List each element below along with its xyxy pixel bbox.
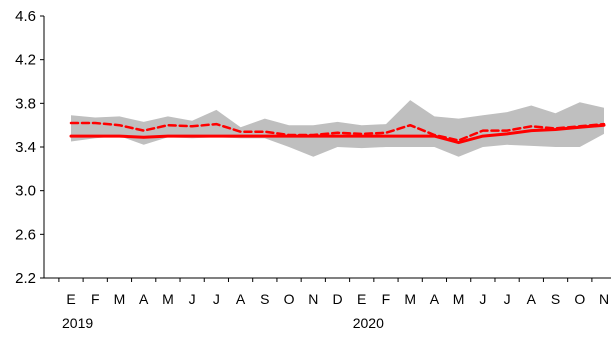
x-tick-label: J: [213, 291, 220, 307]
y-tick-label: 4.6: [15, 8, 36, 25]
x-tick-label: F: [91, 291, 100, 307]
range-band: [71, 100, 604, 157]
x-tick-label: J: [479, 291, 486, 307]
x-tick-label: M: [114, 291, 126, 307]
x-tick-label: M: [453, 291, 465, 307]
x-tick-label: N: [599, 291, 609, 307]
x-tick-label: E: [357, 291, 366, 307]
y-tick-label: 3.8: [15, 95, 36, 112]
x-tick-label: D: [332, 291, 342, 307]
x-tick-label: J: [189, 291, 196, 307]
x-tick-label: S: [260, 291, 269, 307]
x-tick-label: M: [404, 291, 416, 307]
x-tick-label: F: [382, 291, 391, 307]
range-band-layer: [71, 100, 604, 157]
y-tick-label: 2.6: [15, 226, 36, 243]
x-tick-label: A: [527, 291, 537, 307]
x-tick-label: O: [574, 291, 585, 307]
x-tick-label: N: [308, 291, 318, 307]
y-tick-label: 3.0: [15, 183, 36, 200]
x-tick-label: E: [66, 291, 75, 307]
x-tick-label: A: [430, 291, 440, 307]
x-tick-label: A: [236, 291, 246, 307]
x-tick-label: O: [284, 291, 295, 307]
series-layer: [69, 121, 606, 145]
solid-series-line: [69, 123, 606, 145]
x-tick-label: J: [504, 291, 511, 307]
x-tick-label: A: [139, 291, 149, 307]
year-label: 2020: [353, 315, 384, 331]
x-tick-label: S: [551, 291, 560, 307]
y-tick-label: 4.2: [15, 52, 36, 69]
axes-layer: [40, 15, 611, 282]
year-label: 2019: [62, 315, 93, 331]
y-tick-label: 2.2: [15, 270, 36, 287]
y-tick-label: 3.4: [15, 139, 36, 156]
x-tick-label: M: [162, 291, 174, 307]
tick-labels-layer: 2.22.63.03.43.84.24.6E F M A M J J A S O N D E F M A M J J…: [15, 8, 609, 331]
